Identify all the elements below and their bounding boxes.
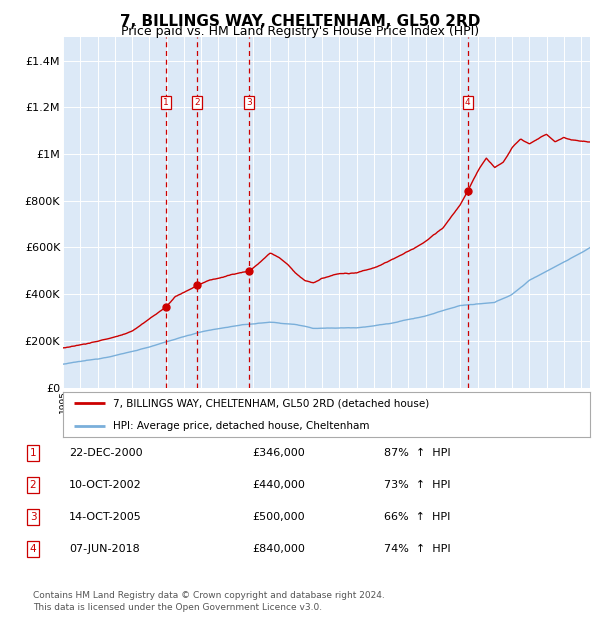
Text: 4: 4: [29, 544, 37, 554]
Text: £500,000: £500,000: [252, 512, 305, 522]
Text: Contains HM Land Registry data © Crown copyright and database right 2024.
This d: Contains HM Land Registry data © Crown c…: [33, 591, 385, 612]
Text: 74%  ↑  HPI: 74% ↑ HPI: [384, 544, 451, 554]
Text: 7, BILLINGS WAY, CHELTENHAM, GL50 2RD: 7, BILLINGS WAY, CHELTENHAM, GL50 2RD: [120, 14, 480, 29]
Text: HPI: Average price, detached house, Cheltenham: HPI: Average price, detached house, Chel…: [113, 421, 370, 431]
Text: £346,000: £346,000: [252, 448, 305, 458]
Text: 3: 3: [247, 98, 252, 107]
Text: 66%  ↑  HPI: 66% ↑ HPI: [384, 512, 451, 522]
Text: 07-JUN-2018: 07-JUN-2018: [69, 544, 140, 554]
Text: 7, BILLINGS WAY, CHELTENHAM, GL50 2RD (detached house): 7, BILLINGS WAY, CHELTENHAM, GL50 2RD (d…: [113, 398, 429, 408]
Text: 2: 2: [29, 480, 37, 490]
Text: £840,000: £840,000: [252, 544, 305, 554]
Text: 10-OCT-2002: 10-OCT-2002: [69, 480, 142, 490]
Text: 3: 3: [29, 512, 37, 522]
Text: 1: 1: [29, 448, 37, 458]
Text: £440,000: £440,000: [252, 480, 305, 490]
Text: 2: 2: [194, 98, 200, 107]
Text: 4: 4: [465, 98, 470, 107]
Text: 73%  ↑  HPI: 73% ↑ HPI: [384, 480, 451, 490]
Text: 14-OCT-2005: 14-OCT-2005: [69, 512, 142, 522]
Text: 22-DEC-2000: 22-DEC-2000: [69, 448, 143, 458]
Text: Price paid vs. HM Land Registry's House Price Index (HPI): Price paid vs. HM Land Registry's House …: [121, 25, 479, 37]
Text: 87%  ↑  HPI: 87% ↑ HPI: [384, 448, 451, 458]
Text: 1: 1: [163, 98, 169, 107]
